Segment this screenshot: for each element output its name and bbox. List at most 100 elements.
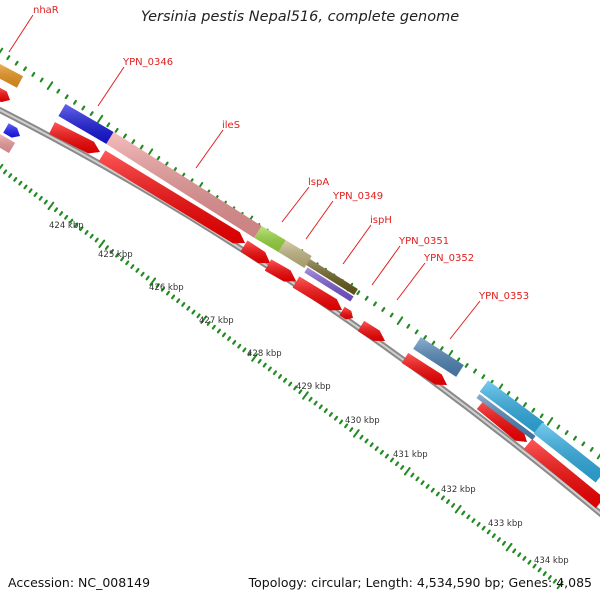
inner-tick xyxy=(430,487,435,493)
inner-tick xyxy=(232,339,237,345)
inner-tick xyxy=(359,434,364,440)
inner-tick xyxy=(512,548,517,554)
outer-tick xyxy=(46,81,54,90)
gene-leader-line xyxy=(281,186,310,223)
kbp-label: 432 kbp xyxy=(441,485,476,495)
inner-tick xyxy=(352,429,360,438)
inner-tick xyxy=(155,283,160,288)
outer-tick xyxy=(64,94,69,100)
outer-tick xyxy=(31,71,36,77)
outer-tick xyxy=(356,290,361,296)
inner-tick xyxy=(537,567,542,573)
gene-label: ispH xyxy=(370,215,392,226)
inner-tick xyxy=(344,423,349,429)
inner-tick xyxy=(181,302,186,307)
gene-block-steel-strip-shade xyxy=(476,394,536,440)
outer-tick xyxy=(531,407,536,413)
cds-arrow-shade xyxy=(292,276,342,311)
inner-tick xyxy=(440,495,445,501)
gene-label: YPN_0346 xyxy=(122,57,173,68)
outer-tick xyxy=(56,88,61,94)
label-leader-lines xyxy=(8,14,481,340)
gene-block-lspA-shade xyxy=(254,225,286,253)
inner-tick xyxy=(267,366,272,372)
inner-tick xyxy=(171,294,176,300)
inner-tick xyxy=(288,381,293,387)
inner-tick xyxy=(145,275,150,281)
inner-tick xyxy=(74,222,79,228)
outer-tick xyxy=(596,453,600,460)
map-title: Yersinia pestis Nepal516, complete genom… xyxy=(140,9,460,25)
inner-tick xyxy=(59,211,64,216)
inner-tick xyxy=(38,195,43,201)
cds-arrow-shade xyxy=(49,122,100,154)
kbp-label: 431 kbp xyxy=(393,450,428,460)
inner-tick xyxy=(374,446,379,451)
inner-tick xyxy=(384,453,389,459)
cds-arrow-shade xyxy=(98,150,245,244)
inner-tick xyxy=(206,321,211,326)
inner-tick xyxy=(18,180,23,186)
cds-arrow-shade xyxy=(476,398,527,442)
inner-tick xyxy=(109,249,115,254)
outer-tick xyxy=(581,441,586,447)
gene-block-cyan-1-shade xyxy=(479,380,545,434)
outer-tick xyxy=(14,60,19,66)
inner-tick xyxy=(517,552,522,558)
inner-tick xyxy=(191,309,196,315)
inner-tick xyxy=(298,389,303,395)
inner-tick xyxy=(461,510,466,516)
outer-tick xyxy=(423,335,427,340)
inner-tick xyxy=(486,529,491,535)
kbp-label: 426 kbp xyxy=(149,283,184,293)
outer-tick xyxy=(123,133,127,139)
kbp-label: 433 kbp xyxy=(488,519,523,529)
inner-tick xyxy=(98,239,106,249)
cds-arrow-shade xyxy=(357,320,385,341)
inner-tick xyxy=(211,324,216,330)
inner-tick xyxy=(140,271,145,277)
inner-tick xyxy=(527,559,532,565)
inner-tick xyxy=(53,207,59,213)
inner-tick xyxy=(471,518,476,523)
inner-tick xyxy=(227,336,232,341)
gene-block-nhaR-shade xyxy=(0,63,24,88)
outer-tick xyxy=(114,127,119,133)
cds-arrow-shade xyxy=(339,306,353,320)
gene-label: YPN_0351 xyxy=(398,236,449,247)
kbp-label: 428 kbp xyxy=(247,349,282,359)
gene-label: lspA xyxy=(308,177,329,188)
inner-tick xyxy=(130,264,135,269)
inner-tick xyxy=(247,351,252,357)
inner-tick xyxy=(257,358,262,364)
gene-leader-line xyxy=(371,245,401,286)
inner-tick xyxy=(160,286,165,292)
inner-tick xyxy=(293,385,298,391)
kbp-label: 424 kbp xyxy=(49,221,84,231)
outer-tick xyxy=(589,446,594,452)
gene-leader-line xyxy=(97,66,125,107)
inner-tick xyxy=(395,461,400,467)
inner-tick xyxy=(216,328,221,334)
inner-tick xyxy=(84,230,89,235)
inner-tick xyxy=(262,362,267,368)
gene-block-YPN_0353-shade xyxy=(413,337,464,377)
inner-tick xyxy=(451,503,456,508)
inner-tick xyxy=(505,542,513,552)
inner-tick xyxy=(420,480,425,486)
outer-tick xyxy=(523,402,527,408)
gene-block-cyan-2-shade xyxy=(533,422,600,483)
inner-tick xyxy=(400,465,405,470)
gene-leader-line xyxy=(342,224,372,265)
gene-leader-line xyxy=(305,200,334,240)
inner-tick xyxy=(445,499,451,504)
inner-tick xyxy=(415,476,420,482)
inner-tick xyxy=(272,370,277,376)
inner-tick xyxy=(389,457,395,463)
inner-tick xyxy=(454,504,462,514)
gene-block-YPN_0351-shade xyxy=(304,267,354,302)
inner-tick xyxy=(277,374,283,379)
inner-tick xyxy=(476,521,481,527)
gene-label: YPN_0349 xyxy=(332,191,383,202)
